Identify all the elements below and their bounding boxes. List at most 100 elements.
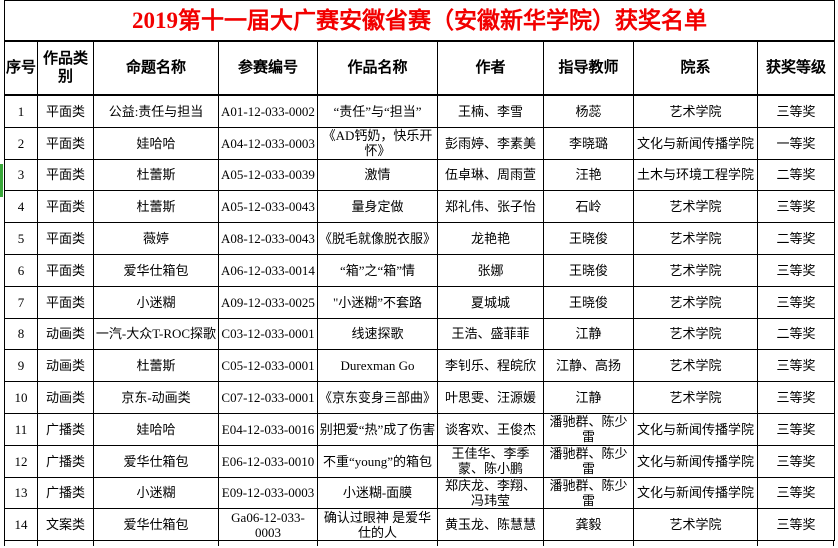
cell-index: 3 <box>4 158 38 192</box>
cell-entry-code: E09-12-033-0003 <box>218 476 318 510</box>
cell-index: 6 <box>4 253 38 287</box>
cell-advisors: 龚毅 <box>543 508 634 542</box>
cell-authors: 谈客欢、王俊杰 <box>437 412 544 446</box>
cell-authors: 夏城城 <box>437 285 544 319</box>
cell-category: 广播类 <box>37 476 94 510</box>
cell-department: 土木与环境工程学院 <box>633 158 758 192</box>
column-header-department: 院系 <box>633 42 758 96</box>
column-header-authors: 作者 <box>437 42 544 96</box>
cell-department: 文化与新闻传播学院 <box>633 476 758 510</box>
cell-work-title: 量身定做 <box>317 190 438 224</box>
table-row: 14 文案类 爱华仕箱包 Ga06-12-033-0003 确认过眼神 是爱华仕的人 黄玉… <box>4 508 835 542</box>
cell-index: 13 <box>4 476 38 510</box>
cutoff-cell <box>544 541 634 547</box>
cell-index: 12 <box>4 444 38 478</box>
cutoff-cell <box>5 541 38 547</box>
cell-topic: 杜蕾斯 <box>93 190 219 224</box>
cell-index: 4 <box>4 190 38 224</box>
cell-department: 艺术学院 <box>633 94 758 128</box>
cutoff-cell <box>219 541 318 547</box>
cell-category: 动画类 <box>37 317 94 351</box>
cell-index: 9 <box>4 349 38 383</box>
table-row: 1 平面类 公益:责任与担当 A01-12-033-0002 “责任”与“担当” 王楠、李… <box>4 94 835 128</box>
cell-authors: 郑礼伟、张子怡 <box>437 190 544 224</box>
cell-entry-code: Ga06-12-033-0003 <box>218 508 318 542</box>
column-header-topic: 命题名称 <box>93 42 219 96</box>
cell-department: 艺术学院 <box>633 317 758 351</box>
cell-authors: 伍卓琳、周雨萱 <box>437 158 544 192</box>
cell-award: 三等奖 <box>757 253 835 287</box>
table-row: 7 平面类 小迷糊 A09-12-033-0025 "小迷糊”不套路 夏城城 王晓俊 艺术学院… <box>4 285 835 319</box>
cell-entry-code: C07-12-033-0001 <box>218 381 318 414</box>
cell-award: 二等奖 <box>757 317 835 351</box>
cell-work-title: 线速探歌 <box>317 317 438 351</box>
cell-award: 三等奖 <box>757 508 835 542</box>
cell-award: 三等奖 <box>757 381 835 414</box>
cell-authors: 王浩、盛菲菲 <box>437 317 544 351</box>
column-header-entry-code: 参赛编号 <box>218 42 318 96</box>
cell-authors: 李钊乐、程皖欣 <box>437 349 544 383</box>
cell-award: 三等奖 <box>757 444 835 478</box>
cell-index: 10 <box>4 381 38 414</box>
cell-topic: 一汽-大众T-ROC探歌 <box>93 317 219 351</box>
cell-index: 2 <box>4 126 38 160</box>
cell-topic: 爱华仕箱包 <box>93 253 219 287</box>
cell-topic: 爱华仕箱包 <box>93 444 219 478</box>
cell-entry-code: A09-12-033-0025 <box>218 285 318 319</box>
cell-award: 三等奖 <box>757 412 835 446</box>
column-header-index: 序号 <box>4 42 38 96</box>
header-row: 序号 作品类别 命题名称 参赛编号 作品名称 作者 指导教师 院系 获奖等级 <box>4 42 835 96</box>
cell-advisors: 江静 <box>543 381 634 414</box>
cell-work-title: Durexman Go <box>317 349 438 383</box>
cell-department: 文化与新闻传播学院 <box>633 444 758 478</box>
cell-award: 二等奖 <box>757 222 835 255</box>
row-selection-marker <box>0 164 3 197</box>
cell-award: 三等奖 <box>757 190 835 224</box>
cell-department: 艺术学院 <box>633 285 758 319</box>
cell-topic: 杜蕾斯 <box>93 349 219 383</box>
column-header-award: 获奖等级 <box>757 42 835 96</box>
cell-work-title: 小迷糊-面膜 <box>317 476 438 510</box>
cell-authors: 彭雨婷、李素美 <box>437 126 544 160</box>
column-header-advisors: 指导教师 <box>543 42 634 96</box>
table-row: 13 广播类 小迷糊 E09-12-033-0003 小迷糊-面膜 郑庆龙、李翔、冯玮莹潘… <box>4 476 835 510</box>
cell-index: 14 <box>4 508 38 542</box>
cell-authors: 王楠、李雪 <box>437 94 544 128</box>
cell-authors: 王佳华、李季蒙、陈小鹏 <box>437 444 544 478</box>
table-body: 1 平面类 公益:责任与担当 A01-12-033-0002 “责任”与“担当” 王楠、李… <box>4 94 835 542</box>
cell-index: 5 <box>4 222 38 255</box>
cell-topic: 爱华仕箱包 <box>93 508 219 542</box>
cell-entry-code: C03-12-033-0001 <box>218 317 318 351</box>
cell-category: 平面类 <box>37 190 94 224</box>
column-header-work-title: 作品名称 <box>317 42 438 96</box>
cell-advisors: 杨蕊 <box>543 94 634 128</box>
table-row: 12 广播类 爱华仕箱包 E06-12-033-0010 不重“young”的箱包 王佳华… <box>4 444 835 478</box>
cell-category: 平面类 <box>37 222 94 255</box>
cell-entry-code: A05-12-033-0039 <box>218 158 318 192</box>
cell-authors: 黄玉龙、陈慧慧 <box>437 508 544 542</box>
cell-advisors: 潘驰群、陈少雷 <box>543 476 634 510</box>
cell-entry-code: A06-12-033-0014 <box>218 253 318 287</box>
cell-entry-code: E04-12-033-0016 <box>218 412 318 446</box>
cell-category: 动画类 <box>37 349 94 383</box>
table-row: 6 平面类 爱华仕箱包 A06-12-033-0014 “箱”之“箱”情 张娜 王晓俊 艺术学… <box>4 253 835 287</box>
cell-department: 文化与新闻传播学院 <box>633 126 758 160</box>
cell-department: 艺术学院 <box>633 508 758 542</box>
cell-advisors: 王晓俊 <box>543 285 634 319</box>
cell-award: 三等奖 <box>757 285 835 319</box>
cell-index: 7 <box>4 285 38 319</box>
cell-topic: 薇婷 <box>93 222 219 255</box>
cell-work-title: 《AD钙奶，快乐开怀》 <box>317 126 438 160</box>
cell-department: 艺术学院 <box>633 222 758 255</box>
cell-authors: 叶思雯、汪源媛 <box>437 381 544 414</box>
cell-advisors: 石岭 <box>543 190 634 224</box>
cell-entry-code: A04-12-033-0003 <box>218 126 318 160</box>
cell-work-title: 别把爱“热”成了伤害 <box>317 412 438 446</box>
cell-award: 三等奖 <box>757 476 835 510</box>
cutoff-cell <box>318 541 438 547</box>
column-header-category: 作品类别 <box>37 42 94 96</box>
cell-topic: 娃哈哈 <box>93 126 219 160</box>
cell-advisors: 汪艳 <box>543 158 634 192</box>
cell-advisors: 王晓俊 <box>543 222 634 255</box>
